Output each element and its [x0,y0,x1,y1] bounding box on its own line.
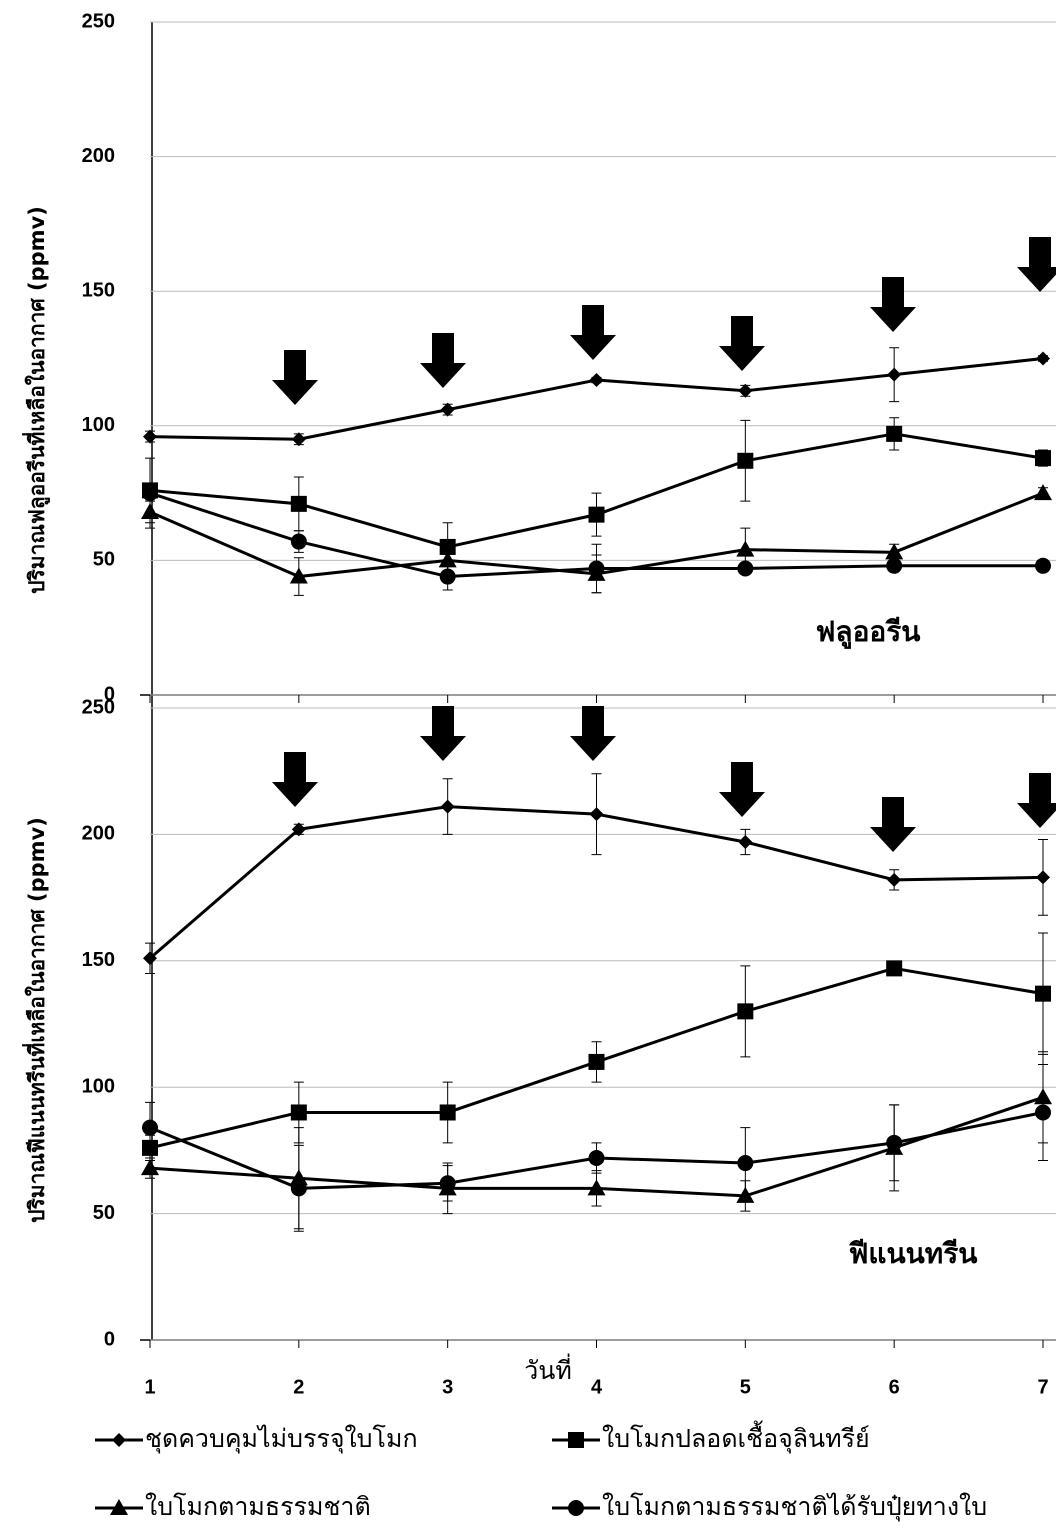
arrow-icon [420,706,466,761]
legend-label: ใบโมกตามธรรมชาติ [145,1492,371,1521]
annotation: ฟลูออรีน [816,615,921,649]
marker [886,1135,902,1151]
y-tick-label: 0 [104,1328,115,1350]
arrow-icon [719,762,765,817]
x-tick-label: 3 [442,1376,453,1398]
legend-label: ชุดควบคุมไม่บรรจุใบโมก [145,1424,418,1454]
arrow-icon [570,706,616,761]
arrow-icon [420,333,466,388]
arrow-icon [1017,237,1056,292]
y-tick-label: 50 [93,549,115,571]
marker [141,503,159,519]
marker [737,453,753,469]
marker [1036,870,1050,884]
x-axis-title: วันที่ [524,1353,572,1385]
marker [589,1150,605,1166]
marker [589,560,605,576]
legend-marker [112,1433,126,1447]
y-axis-title: ปริมาณฟลูออรีนที่เหลือในอากาศ (ppmv) [21,206,51,594]
marker [291,496,307,512]
marker [1035,1104,1051,1120]
marker [737,560,753,576]
y-tick-label: 250 [82,696,115,718]
chart-page: 050100150200250ปริมาณฟลูออรีนที่เหลือในอ… [0,0,1056,1530]
arrow-icon [272,752,318,807]
marker [440,569,456,585]
marker [887,873,901,887]
legend-marker [568,1500,584,1516]
marker [886,426,902,442]
x-tick-label: 1 [144,1376,155,1398]
marker [1035,986,1051,1002]
x-tick-label: 2 [293,1376,304,1398]
marker [440,1104,456,1120]
marker [440,1175,456,1191]
arrow-icon [870,797,916,852]
marker [738,835,752,849]
arrow-icon [1017,773,1056,828]
marker [142,1120,158,1136]
y-tick-label: 200 [82,145,115,167]
marker [589,1054,605,1070]
y-tick-label: 100 [82,414,115,436]
marker [737,1155,753,1171]
arrow-icon [870,277,916,332]
marker [887,368,901,382]
y-tick-label: 150 [82,949,115,971]
series-line [150,359,1043,440]
marker [142,485,158,501]
marker [441,800,455,814]
marker [1035,558,1051,574]
x-tick-label: 4 [591,1376,603,1398]
arrow-icon [719,316,765,371]
legend-label: ใบโมกปลอดเชื้อจุลินทรีย์ [602,1420,870,1454]
legend-marker [568,1432,584,1448]
marker [1035,450,1051,466]
y-tick-label: 250 [82,10,115,32]
x-tick-label: 6 [889,1376,900,1398]
legend-label: ใบโมกตามธรรมชาติได้รับปุ๋ยทางใบ [602,1492,987,1522]
annotation: ฟีแนนทรีน [848,1237,977,1270]
marker [886,558,902,574]
marker [886,960,902,976]
marker [589,507,605,523]
arrow-icon [570,305,616,360]
y-tick-label: 200 [82,823,115,845]
marker [1036,352,1050,366]
marker [291,534,307,550]
marker [737,1003,753,1019]
y-axis-title: ปริมาณฟีแนนทรีนที่เหลือในอากาศ (ppmv) [21,817,49,1223]
marker [291,1104,307,1120]
marker [590,807,604,821]
y-tick-label: 50 [93,1202,115,1224]
marker [1034,484,1052,500]
y-tick-label: 100 [82,1075,115,1097]
marker [291,1180,307,1196]
arrow-icon [272,350,318,405]
x-tick-label: 5 [740,1376,751,1398]
x-tick-label: 7 [1037,1376,1048,1398]
marker [590,373,604,387]
y-tick-label: 150 [82,279,115,301]
